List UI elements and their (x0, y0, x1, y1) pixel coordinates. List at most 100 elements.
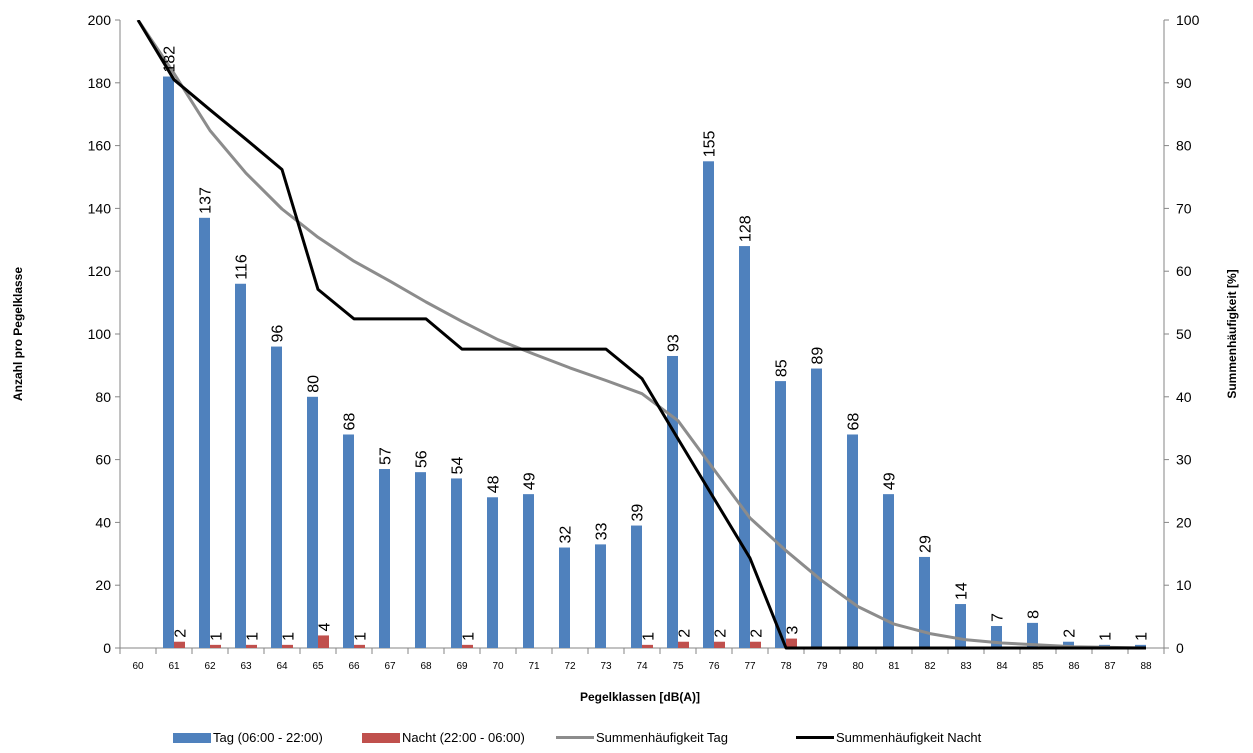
data-label-tag: 48 (486, 475, 503, 493)
data-label-tag: 7 (990, 613, 1007, 622)
y2-tick-label: 80 (1176, 138, 1192, 154)
y2-tick-label: 60 (1176, 263, 1192, 279)
legend-swatch-nacht (362, 732, 400, 743)
y2-tick-label: 20 (1176, 514, 1192, 530)
legend: Tag (06:00 - 22:00) Nacht (22:00 - 06:00… (0, 730, 1253, 752)
data-label-tag: 155 (702, 131, 719, 158)
y-tick-label: 140 (88, 200, 112, 216)
data-label-tag: 137 (198, 187, 215, 214)
y2-tick-label: 50 (1176, 326, 1192, 342)
combo-chart: 0204060801001201401601802000102030405060… (11, 12, 1239, 704)
data-label-tag: 39 (630, 504, 647, 522)
x-tick-label: 77 (744, 661, 756, 672)
bar-tag (847, 434, 858, 648)
x-tick-label: 86 (1068, 661, 1080, 672)
bar-nacht (642, 644, 653, 648)
legend-item-tag: Tag (06:00 - 22:00) (173, 730, 323, 745)
x-tick-label: 70 (492, 661, 504, 672)
bar-tag (523, 494, 534, 648)
data-label-tag: 49 (522, 472, 539, 490)
x-tick-label: 72 (564, 661, 576, 672)
data-label-tag: 128 (738, 215, 755, 242)
bar-nacht (354, 644, 365, 648)
bar-tag (559, 547, 570, 648)
data-label-tag: 96 (270, 325, 287, 343)
y2-tick-label: 70 (1176, 200, 1192, 216)
y2-tick-label: 0 (1176, 640, 1184, 656)
data-label-tag: 32 (558, 526, 575, 544)
x-tick-label: 80 (852, 661, 864, 672)
bar-tag (235, 283, 246, 648)
bar-tag (811, 368, 822, 648)
y-axis-title: Anzahl pro Pegelklasse (11, 267, 25, 401)
data-label-nacht: 2 (713, 629, 730, 638)
data-label-nacht: 1 (353, 632, 370, 641)
x-tick-label: 68 (420, 661, 432, 672)
y-tick-label: 20 (95, 577, 111, 593)
data-label-nacht: 1 (461, 632, 478, 641)
y2-tick-label: 10 (1176, 577, 1192, 593)
y2-axis-title: Summenhäufigkeit [%] (1225, 269, 1239, 398)
bar-tag (631, 525, 642, 648)
data-label-tag: 182 (162, 46, 179, 73)
x-tick-label: 81 (888, 661, 900, 672)
line-summe-tag (136, 20, 1147, 650)
bar-nacht (282, 644, 293, 648)
legend-label-nacht: Nacht (22:00 - 06:00) (402, 730, 525, 745)
data-label-tag: 14 (954, 582, 971, 600)
data-label-tag: 116 (234, 254, 251, 280)
data-label-tag: 68 (846, 413, 863, 431)
x-tick-label: 67 (384, 661, 396, 672)
y2-tick-label: 30 (1176, 452, 1192, 468)
data-label-tag: 57 (378, 447, 395, 465)
bar-nacht (174, 641, 185, 648)
bar-tag (775, 381, 786, 648)
x-tick-label: 66 (348, 661, 360, 672)
x-tick-label: 82 (924, 661, 936, 672)
bar-tag (307, 396, 318, 648)
data-label-nacht: 1 (245, 632, 262, 641)
data-label-nacht: 3 (785, 626, 802, 635)
x-tick-label: 75 (672, 661, 684, 672)
bar-nacht (750, 641, 761, 648)
data-label-tag: 89 (810, 347, 827, 365)
x-tick-label: 84 (996, 661, 1008, 672)
data-label-tag: 85 (774, 359, 791, 377)
legend-swatch-summe-nacht (796, 736, 834, 739)
data-label-tag: 1 (1134, 632, 1151, 641)
x-tick-label: 60 (132, 661, 144, 672)
y-tick-label: 60 (95, 452, 111, 468)
x-axis-title: Pegelklassen [dB(A)] (580, 690, 700, 704)
x-tick-label: 65 (312, 661, 324, 672)
data-label-nacht: 1 (209, 632, 226, 641)
bar-tag (991, 626, 1002, 648)
data-label-nacht: 2 (677, 629, 694, 638)
bar-tag (739, 246, 750, 648)
data-label-nacht: 4 (317, 622, 334, 631)
data-label-tag: 54 (450, 457, 467, 475)
legend-item-summe-nacht: Summenhäufigkeit Nacht (796, 730, 981, 745)
y-tick-label: 180 (88, 75, 112, 91)
y2-tick-label: 40 (1176, 389, 1192, 405)
y2-tick-label: 90 (1176, 75, 1192, 91)
bar-tag (343, 434, 354, 648)
legend-label-summe-nacht: Summenhäufigkeit Nacht (836, 730, 982, 745)
data-label-nacht: 2 (173, 629, 190, 638)
x-tick-label: 76 (708, 661, 720, 672)
bar-tag (451, 478, 462, 648)
data-label-tag: 1 (1098, 632, 1115, 641)
bar-tag (595, 544, 606, 648)
data-label-nacht: 1 (281, 632, 298, 641)
bar-tag (415, 472, 426, 648)
y-tick-label: 120 (88, 263, 112, 279)
bar-tag (919, 556, 930, 648)
y-tick-label: 200 (88, 12, 112, 28)
x-tick-label: 79 (816, 661, 828, 672)
data-label-tag: 56 (414, 450, 431, 468)
bar-tag (271, 346, 282, 648)
data-label-tag: 49 (882, 472, 899, 490)
bar-nacht (210, 644, 221, 648)
y-tick-label: 80 (95, 389, 111, 405)
x-tick-label: 78 (780, 661, 792, 672)
